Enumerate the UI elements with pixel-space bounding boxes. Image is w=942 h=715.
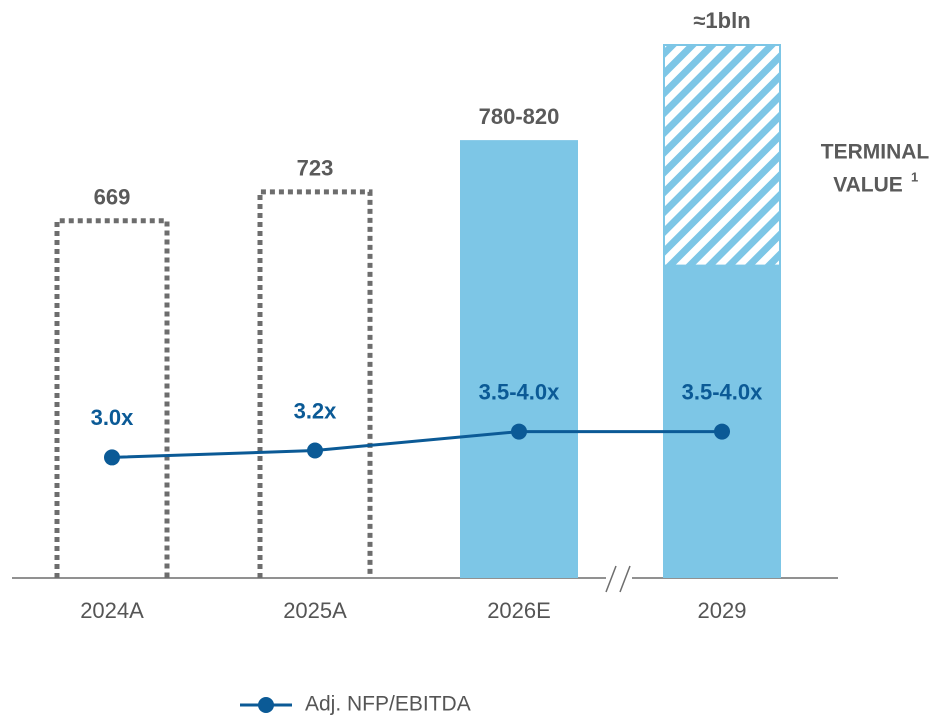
terminal-superscript: 1 — [911, 169, 918, 184]
x-tick-label: 2025A — [283, 598, 347, 623]
terminal-value-bar — [663, 44, 781, 267]
line-value-label: 3.2x — [294, 398, 338, 423]
axis-break — [605, 565, 617, 593]
x-tick-label: 2029 — [698, 598, 747, 623]
bar-total-label: 669 — [94, 185, 131, 210]
legend-marker — [258, 697, 274, 713]
bar-outline — [257, 189, 373, 578]
line-value-label: 3.5-4.0x — [682, 379, 763, 404]
bar — [460, 140, 578, 578]
bar — [663, 265, 781, 578]
line-marker — [511, 423, 527, 440]
terminal-label: VALUE — [833, 174, 903, 197]
line-marker — [104, 449, 120, 466]
axis-break — [619, 565, 631, 593]
legend-label: Adj. NFP/EBITDA — [305, 693, 471, 715]
line-value-label: 3.5-4.0x — [479, 379, 560, 404]
line-value-label: 3.0x — [91, 405, 135, 430]
line-marker — [307, 442, 323, 459]
line-marker — [714, 423, 730, 440]
bar-total-label: 723 — [297, 156, 334, 181]
bar-outline — [54, 218, 170, 578]
x-tick-label: 2024A — [80, 598, 144, 623]
bar-total-label: 780-820 — [479, 104, 560, 129]
line — [111, 430, 722, 459]
bar-total-label: ≈1bln — [693, 8, 750, 33]
terminal-label: TERMINAL — [821, 141, 930, 164]
x-tick-label: 2026E — [487, 598, 551, 623]
